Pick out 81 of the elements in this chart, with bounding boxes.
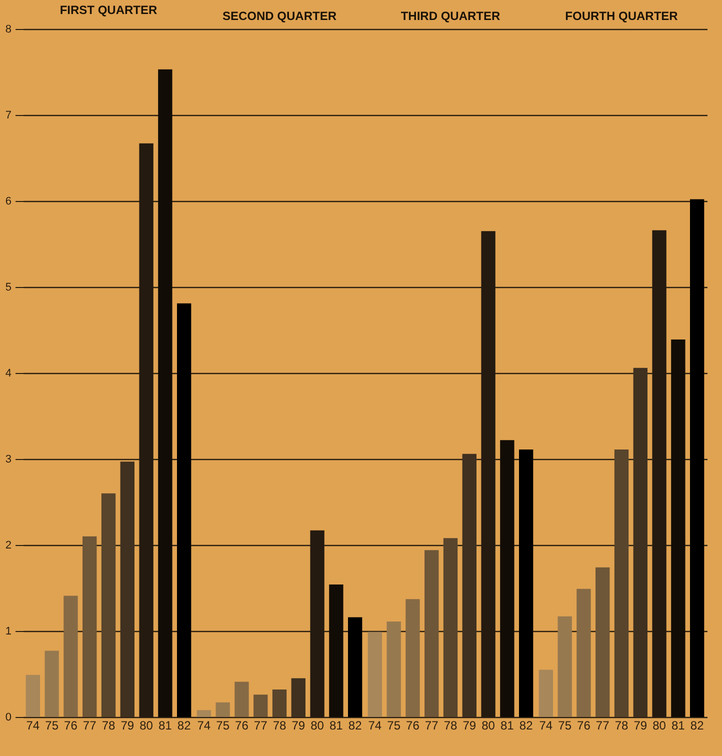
x-tick-label: 79 bbox=[292, 718, 306, 732]
y-tick-label: 3 bbox=[5, 454, 12, 466]
bar bbox=[671, 339, 686, 717]
bar bbox=[158, 69, 172, 717]
bar bbox=[500, 440, 514, 717]
x-tick-label: 81 bbox=[500, 718, 514, 732]
bar bbox=[272, 689, 287, 717]
bar bbox=[576, 588, 591, 717]
x-tick-label: 80 bbox=[652, 718, 666, 732]
x-tick-label: 81 bbox=[672, 718, 686, 732]
x-tick-label: 77 bbox=[254, 718, 268, 732]
bar bbox=[329, 584, 344, 717]
chart-title: FIRST QUARTER bbox=[60, 3, 158, 17]
chart-title: FOURTH QUARTER bbox=[565, 9, 678, 23]
x-tick-label: 79 bbox=[462, 718, 476, 732]
bar bbox=[633, 368, 648, 717]
x-tick-label: 74 bbox=[539, 718, 553, 732]
x-tick-label: 79 bbox=[634, 718, 648, 732]
bar bbox=[614, 450, 629, 717]
bar bbox=[424, 550, 439, 717]
bar bbox=[291, 678, 306, 717]
x-tick-label: 74 bbox=[26, 718, 40, 732]
x-tick-label: 78 bbox=[444, 718, 458, 732]
x-tick-label: 75 bbox=[558, 718, 572, 732]
x-tick-label: 76 bbox=[406, 718, 420, 732]
bar bbox=[386, 622, 401, 717]
x-tick-label: 74 bbox=[368, 718, 382, 732]
x-tick-label: 78 bbox=[614, 718, 628, 732]
bar bbox=[538, 670, 554, 717]
x-tick-label: 80 bbox=[482, 718, 496, 732]
x-tick-label: 82 bbox=[690, 718, 704, 732]
x-tick-label: 76 bbox=[577, 718, 591, 732]
bar bbox=[101, 493, 116, 717]
x-tick-label: 81 bbox=[158, 718, 172, 732]
bar bbox=[406, 599, 420, 717]
bar bbox=[348, 617, 362, 717]
x-tick-label: 78 bbox=[272, 718, 286, 732]
x-tick-label: 79 bbox=[120, 718, 134, 732]
x-tick-label: 82 bbox=[177, 718, 192, 732]
x-tick-label: 76 bbox=[64, 718, 78, 732]
bar bbox=[82, 536, 97, 717]
bar bbox=[596, 567, 610, 717]
x-tick-label: 74 bbox=[197, 718, 211, 732]
bar bbox=[558, 616, 572, 717]
x-tick-label: 80 bbox=[310, 718, 324, 732]
bar bbox=[518, 450, 534, 717]
bar bbox=[443, 538, 458, 717]
x-tick-label: 75 bbox=[45, 718, 59, 732]
chart-title: SECOND QUARTER bbox=[222, 9, 337, 23]
x-tick-label: 75 bbox=[387, 718, 401, 732]
bar bbox=[254, 694, 268, 717]
x-tick-label: 77 bbox=[424, 718, 439, 732]
y-tick-label: 6 bbox=[5, 196, 12, 208]
chart-title: THIRD QUARTER bbox=[400, 9, 500, 23]
y-tick-label: 7 bbox=[5, 110, 12, 122]
bar bbox=[26, 674, 40, 717]
y-tick-label: 5 bbox=[5, 282, 12, 294]
bar bbox=[44, 650, 59, 717]
y-tick-label: 0 bbox=[5, 712, 12, 724]
x-tick-label: 77 bbox=[82, 718, 97, 732]
y-tick-label: 2 bbox=[5, 540, 12, 552]
y-tick-label: 1 bbox=[5, 626, 12, 638]
bar bbox=[176, 303, 192, 717]
bar bbox=[462, 454, 476, 717]
bar bbox=[690, 199, 704, 717]
bar bbox=[234, 682, 249, 717]
x-tick-label: 78 bbox=[102, 718, 116, 732]
x-tick-label: 80 bbox=[140, 718, 154, 732]
bar bbox=[368, 632, 382, 717]
x-tick-label: 81 bbox=[330, 718, 344, 732]
bar bbox=[120, 462, 134, 717]
bar bbox=[216, 702, 230, 717]
x-tick-label: 82 bbox=[519, 718, 534, 732]
y-tick-label: 4 bbox=[5, 368, 12, 380]
bar bbox=[196, 710, 212, 717]
y-tick-label: 8 bbox=[5, 24, 12, 36]
x-tick-label: 82 bbox=[348, 718, 362, 732]
x-tick-label: 77 bbox=[596, 718, 610, 732]
x-tick-label: 76 bbox=[235, 718, 249, 732]
bar bbox=[64, 596, 78, 717]
x-tick-label: 75 bbox=[216, 718, 230, 732]
